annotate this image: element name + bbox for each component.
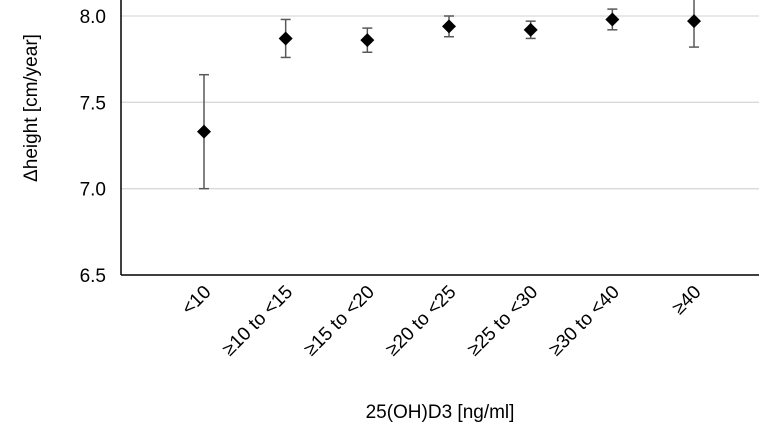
data-point — [687, 14, 702, 29]
gridlines — [121, 15, 759, 190]
y-tick-label: 7.5 — [80, 93, 106, 114]
y-tick-label: 6.5 — [80, 266, 106, 287]
y-tick-label: 7.0 — [80, 180, 106, 201]
x-axis-title: 25(OH)D3 [ng/ml] — [366, 402, 515, 423]
x-category-label: ≥15 to <20 — [300, 282, 379, 361]
x-category-label: ≥30 to <40 — [545, 282, 624, 361]
data-point — [197, 124, 211, 139]
x-category-labels: <10 ≥10 to <15 ≥15 to <20 ≥20 to <25 ≥25 to … — [178, 282, 706, 361]
x-category-label: ≥10 to <15 — [219, 282, 298, 361]
x-category-label: ≥20 to <25 — [382, 282, 461, 361]
data-point — [523, 22, 538, 37]
x-category-label: <10 — [178, 282, 216, 320]
data-point — [360, 33, 375, 48]
y-axis-title: Δheight [cm/year] — [21, 34, 42, 182]
y-tick-label: 8.0 — [80, 7, 106, 28]
x-category-label: ≥40 — [668, 282, 705, 319]
x-category-label: ≥25 to <30 — [464, 282, 543, 361]
data-point — [278, 31, 293, 46]
data-points — [197, 12, 702, 139]
data-point — [605, 12, 620, 27]
y-tick-labels: 6.5 7.0 7.5 8.0 — [80, 7, 106, 287]
axes — [120, 0, 759, 276]
data-point — [442, 19, 457, 34]
